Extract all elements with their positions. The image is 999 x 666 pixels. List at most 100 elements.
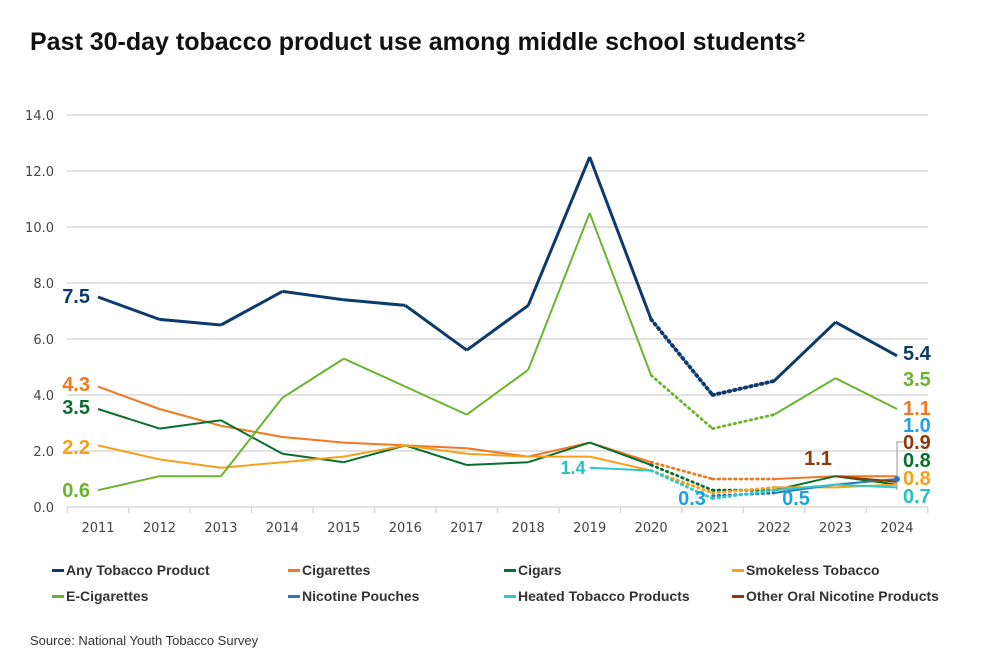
x-tick-label: 2019 [573, 521, 606, 536]
legend-swatch [732, 594, 744, 598]
x-tick-label: 2013 [204, 521, 237, 536]
legend-item: Smokeless Tobacco [732, 562, 880, 578]
x-tick-label: 2016 [389, 521, 422, 536]
x-tick-label: 2014 [266, 521, 299, 536]
line-segment [404, 385, 468, 416]
data-label: 0.8 [903, 450, 931, 472]
y-tick-label: 2.0 [33, 445, 54, 460]
line-segment [404, 304, 468, 352]
line-segment [220, 461, 283, 469]
series-any-tobacco-product [97, 156, 898, 397]
y-tick-label: 10.0 [25, 221, 54, 236]
line-segment [835, 483, 898, 489]
line-segment [405, 444, 467, 455]
legend-label: Any Tobacco Product [66, 562, 210, 578]
x-tick-label: 2011 [81, 521, 114, 536]
data-label: 1.0 [903, 415, 931, 437]
line-segment [97, 295, 160, 321]
legend-swatch [288, 568, 300, 572]
data-label: 7.5 [62, 286, 90, 308]
legend-swatch [732, 568, 744, 572]
data-label: 3.5 [62, 397, 90, 419]
line-segment [711, 413, 776, 431]
line-segment [835, 475, 898, 483]
line-segment [835, 377, 898, 410]
line-segment [773, 483, 836, 492]
line-segment [834, 320, 898, 358]
line-segment [281, 357, 345, 399]
data-point-marker [894, 476, 900, 482]
data-label: 1.4 [560, 458, 585, 478]
legend-label: Cigars [518, 562, 562, 578]
line-segment [589, 441, 652, 466]
legend-label: E-Cigarettes [66, 588, 149, 604]
data-label: 0.6 [62, 480, 90, 502]
series-cigarettes [97, 385, 897, 481]
line-segment [343, 357, 406, 388]
line-segment [710, 379, 776, 397]
line-segment [97, 475, 160, 492]
legend-item: Cigars [504, 562, 562, 578]
x-tick-label: 2023 [819, 521, 852, 536]
line-segment [774, 475, 836, 480]
line-segment [282, 289, 345, 302]
line-segment [97, 444, 160, 461]
line-segment [159, 408, 222, 427]
x-tick-label: 2022 [758, 521, 791, 536]
legend-item: Cigarettes [288, 562, 370, 578]
data-label: 0.3 [678, 488, 706, 510]
line-segment [711, 491, 776, 498]
line-segment [343, 441, 406, 447]
line-segment [773, 377, 837, 416]
x-tick-label: 2015 [327, 521, 360, 536]
line-chart: 0.0 2.0 4.0 6.0 8.0 10.0 12.0 14.0 2011 2012 2013 2… [25, 109, 932, 536]
data-label: 0.5 [782, 488, 810, 510]
legend-item: E-Cigarettes [52, 588, 148, 604]
line-segment [773, 321, 837, 383]
line-segment [97, 385, 160, 410]
x-tick-label: 2018 [512, 521, 545, 536]
line-segment [649, 373, 715, 431]
data-label: 0.7 [903, 486, 931, 508]
line-segment [466, 368, 529, 416]
line-segment [649, 469, 715, 501]
line-segment [588, 212, 653, 376]
line-segment [97, 408, 160, 430]
data-label: 4.3 [62, 374, 90, 396]
x-tick-label: 2024 [880, 521, 913, 536]
line-segment [282, 436, 344, 444]
line-segment [343, 298, 406, 307]
line-segment [282, 452, 344, 464]
legend-swatch [504, 568, 516, 572]
y-tick-label: 8.0 [33, 277, 54, 292]
legend-item: Heated Tobacco Products [504, 588, 690, 604]
line-segment [220, 397, 284, 477]
source-note: Source: National Youth Tobacco Survey [30, 633, 259, 648]
legend-label: Smokeless Tobacco [746, 562, 880, 578]
legend-swatch [52, 594, 64, 598]
data-label: 1.1 [804, 448, 832, 470]
line-segment [159, 317, 222, 327]
y-tick-label: 4.0 [33, 389, 54, 404]
line-segment [159, 458, 222, 469]
legend-label: Nicotine Pouches [302, 588, 420, 604]
x-tick-label: 2021 [696, 521, 729, 536]
line-segment [220, 424, 283, 438]
line-segment [527, 212, 591, 371]
line-segment [466, 452, 529, 458]
line-segment [405, 444, 468, 466]
line-segment [649, 317, 715, 397]
data-label: 3.5 [903, 369, 931, 391]
line-segment [588, 156, 653, 320]
line-segment [649, 463, 715, 492]
line-segment [343, 444, 406, 458]
line-segment [465, 304, 530, 352]
series-other-oral-nicotine-products [835, 475, 898, 483]
data-label: 0.9 [903, 432, 931, 454]
legend-item: Nicotine Pouches [288, 588, 419, 604]
line-segment [711, 485, 776, 495]
series-cigars [97, 408, 898, 492]
legend-swatch [52, 568, 64, 572]
y-tick-label: 14.0 [25, 109, 54, 124]
x-tick-label: 2012 [143, 521, 176, 536]
